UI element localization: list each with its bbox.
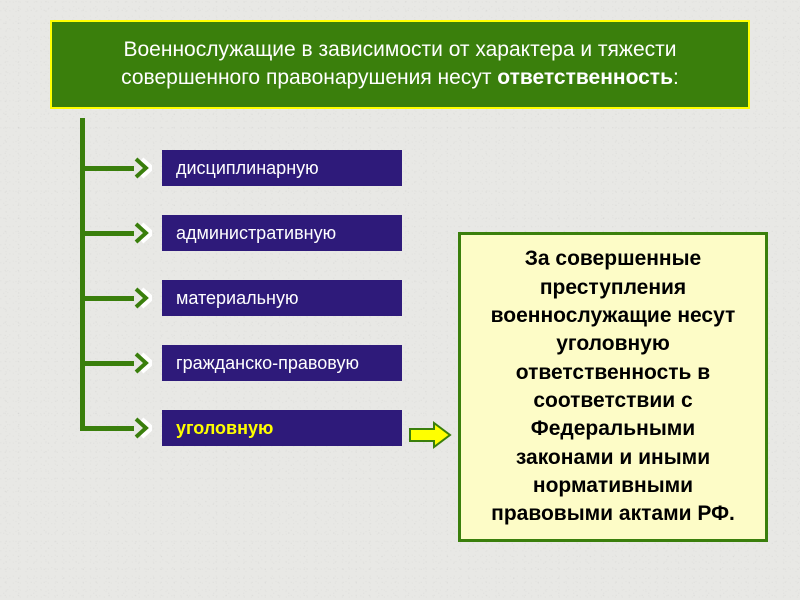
- list-item-label: дисциплинарную: [176, 158, 319, 179]
- header-bold: ответственность: [497, 66, 673, 89]
- list-item-label: гражданско-правовую: [176, 353, 359, 374]
- connector-branch: [80, 166, 134, 171]
- detail-text: За совершенные преступления военнослужащ…: [481, 245, 745, 528]
- header-line2: совершенного правонарушения несут: [121, 66, 497, 89]
- chevron-icon: [134, 352, 152, 374]
- connector-branch: [80, 296, 134, 301]
- header-line1: Военнослужащие в зависимости от характер…: [124, 38, 677, 61]
- arrow-right-icon: [408, 420, 452, 450]
- list-item: уголовную: [162, 410, 402, 446]
- connector-trunk: [80, 118, 85, 428]
- list-item: административную: [162, 215, 402, 251]
- list-item-label: материальную: [176, 288, 298, 309]
- list-item-label: уголовную: [176, 418, 273, 439]
- chevron-icon: [134, 222, 152, 244]
- chevron-icon: [134, 287, 152, 309]
- connector-branch: [80, 231, 134, 236]
- list-item-label: административную: [176, 223, 336, 244]
- connector-branch: [80, 361, 134, 366]
- chevron-icon: [134, 417, 152, 439]
- list-item: гражданско-правовую: [162, 345, 402, 381]
- connector-branch: [80, 426, 134, 431]
- header-box: Военнослужащие в зависимости от характер…: [50, 20, 750, 109]
- chevron-icon: [134, 157, 152, 179]
- detail-box: За совершенные преступления военнослужащ…: [458, 232, 768, 542]
- list-item: дисциплинарную: [162, 150, 402, 186]
- list-item: материальную: [162, 280, 402, 316]
